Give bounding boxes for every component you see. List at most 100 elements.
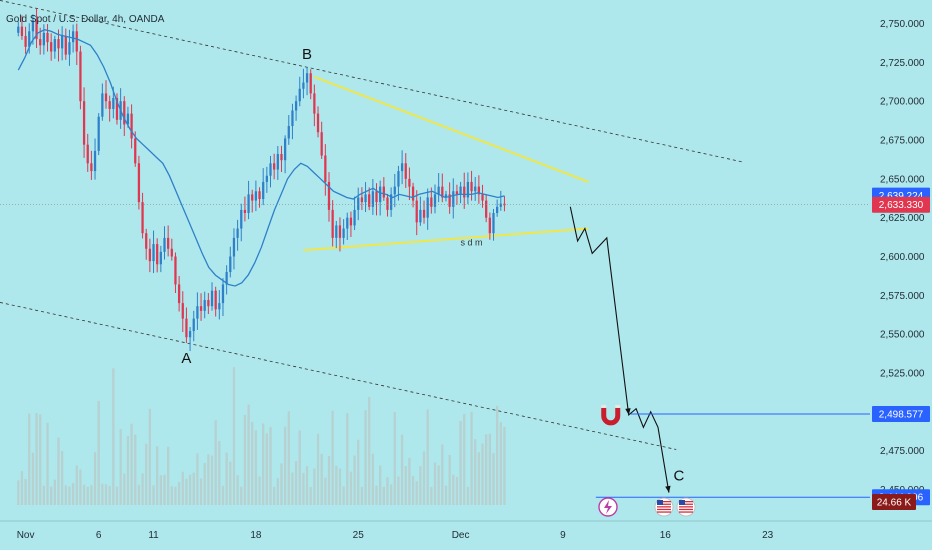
volume-bars [17,367,506,505]
magnet-icon [601,404,621,426]
price-tag-label: 2,498.577 [879,410,924,421]
candle-body [192,318,195,332]
candle-body [225,272,228,285]
candle-body [232,237,236,257]
volume-bar [481,443,484,505]
candle-body [466,181,470,198]
volume-bar [382,486,385,505]
volume-bar [159,475,162,505]
volume-bar [181,471,184,505]
volume-bar [75,465,78,505]
candle-body [134,138,137,164]
volume-bar [163,474,166,505]
candle-body [371,191,374,207]
volume-bar [126,435,130,505]
volume-bar [31,452,35,505]
volume-bar [258,476,261,505]
candle-body [338,225,342,238]
volume-bar [474,439,477,505]
lightning-event-icon[interactable] [598,497,618,517]
wave-label-b: B [302,46,312,63]
candle-body [61,35,64,49]
flag-stripe [657,511,671,513]
trend-channel [0,0,743,450]
candle-body [31,20,35,32]
flag-stripe [679,506,693,508]
volume-bar [28,413,31,505]
volume-bar [53,479,56,505]
symbol-title: Gold Spot / U.S. Dollar, 4h, OANDA [6,14,165,25]
volume-bar [433,462,437,505]
candle-body [251,194,254,201]
price-tick-label: 2,675.000 [880,136,925,147]
candle-body [302,82,305,89]
volume-bar [145,443,148,505]
volume-bar [254,430,258,505]
volume-bar [459,421,462,505]
candle-body [459,186,462,195]
volume-bar [390,484,393,505]
volume-bar [422,451,426,505]
candle-body [93,150,97,172]
candle-body [196,306,199,319]
us-flag-event-icon[interactable] [676,497,696,517]
candle-body [156,244,159,265]
volume-bar [437,465,440,505]
candle-body [159,251,162,265]
candle-body [273,163,276,170]
volume-bar [466,486,470,505]
candle-body [188,331,192,338]
us-flag-event-icon[interactable] [654,497,674,517]
candle-body [90,163,93,172]
price-tick-label: 2,525.000 [880,368,925,379]
volume-bar [130,423,133,505]
volume-bar [152,485,155,505]
candle-body [309,73,312,94]
candle-body [411,186,415,201]
candle-body [444,194,448,198]
candle-body [477,186,480,195]
candle-body [419,209,422,223]
time-axis[interactable]: Nov 6 11 18 25 Dec 9 16 23 [17,530,774,541]
event-icons[interactable] [598,497,696,517]
volume-bar [499,422,502,505]
price-tick-label: 2,700.000 [880,97,925,108]
volume-bar [141,473,144,505]
volume-bar [240,486,243,505]
price-tag [872,196,930,213]
candle-body [148,248,152,262]
volume-bar [174,486,177,505]
volume-bar [302,472,305,505]
candle-body [240,209,243,229]
volume-bar [68,486,71,505]
volume-bar [221,485,225,505]
volume-bar [50,486,53,505]
volume-bar [346,413,349,505]
volume-bar [375,485,378,505]
candle-body [426,197,429,218]
candle-body [393,186,396,195]
volume-bar [210,455,214,505]
volume-tag [872,494,916,510]
price-tick-label: 2,625.000 [880,213,925,224]
channel-lower-line [0,302,677,450]
candlestick-series [17,8,506,351]
volume-bar [64,485,67,505]
time-tick-label: 11 [148,530,159,541]
price-tick-label: 2,575.000 [880,291,925,302]
candle-body [112,98,115,109]
candle-body [452,191,455,207]
price-tag-label: 2,639.224 [879,191,924,202]
volume-bar [108,486,111,505]
candle-body [291,110,294,127]
candle-body [243,209,247,214]
candle-body [258,191,261,200]
volume-bar [86,486,89,505]
candle-body [422,209,426,218]
volume-bar [269,426,272,505]
flag-stripe [679,503,693,505]
volume-bar [232,367,236,505]
projection-path [569,206,671,493]
